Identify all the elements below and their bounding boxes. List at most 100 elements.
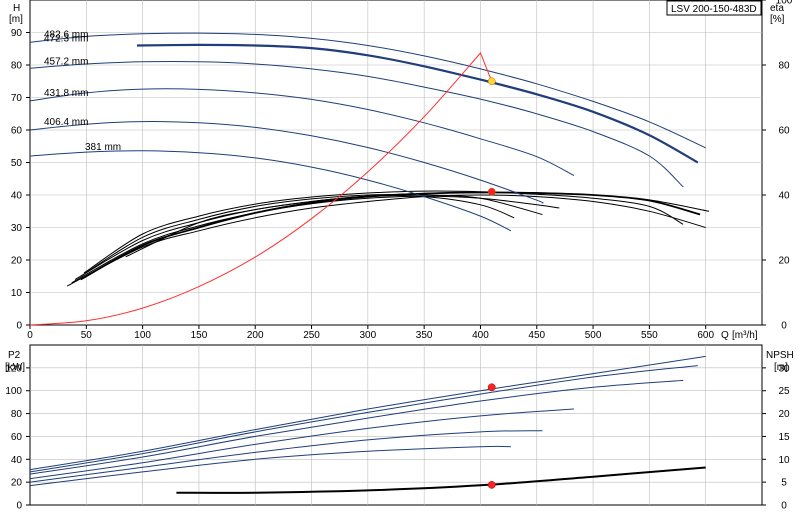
flow-tick-label: 450 xyxy=(528,330,545,341)
flow-tick-label: 400 xyxy=(472,330,489,341)
duty-points xyxy=(487,77,496,196)
duty-point xyxy=(487,187,496,196)
head-axis-unit: [m] xyxy=(9,14,23,25)
head-curve xyxy=(136,43,699,164)
flow-tick-label: 100 xyxy=(134,330,151,341)
npsh-y-ticks: 0 5 10 15 20 25 30 xyxy=(762,363,790,512)
power-axis-unit: [kW] xyxy=(5,362,25,373)
head-y-tick-label: 70 xyxy=(11,93,23,104)
eta-axis-unit: [%] xyxy=(770,14,785,25)
head-curve xyxy=(29,88,575,176)
flow-tick-label: 150 xyxy=(191,330,208,341)
power-curve xyxy=(29,445,511,487)
npsh-tick-label: 10 xyxy=(778,455,790,466)
power-curve xyxy=(29,365,698,473)
impeller-diameter-label: 406.4 mm xyxy=(44,117,88,128)
power-duty-points xyxy=(487,383,496,489)
head-y-tick-label: 20 xyxy=(11,256,23,267)
npsh-tick-label: 25 xyxy=(778,386,790,397)
efficiency-curves xyxy=(66,190,710,287)
system-curve xyxy=(29,52,493,326)
head-y-tick-label: 10 xyxy=(11,288,23,299)
power-duty-point xyxy=(487,481,496,489)
flow-tick-label: 600 xyxy=(697,330,714,341)
npsh-tick-label: 20 xyxy=(778,409,790,420)
head-y2-ticks: 0 20 40 60 80 100 xyxy=(762,0,793,332)
impeller-diameter-label: 431.8 mm xyxy=(44,88,88,99)
power-y-tick-label: 0 xyxy=(16,501,22,512)
power-npsh-panel: 0 20 40 60 80 100 120 0 5 10 15 20 25 30 P2 [kW] NPS… xyxy=(5,344,794,512)
impeller-diameter-label: 381 mm xyxy=(85,142,121,153)
head-curve xyxy=(29,150,512,232)
npsh-axis-label: NPSH xyxy=(766,350,794,361)
head-y-tick-label: 80 xyxy=(11,61,23,72)
power-y-tick-label: 100 xyxy=(5,386,22,397)
power-axis-label: P2 xyxy=(8,350,21,361)
power-curve xyxy=(29,379,684,475)
head-y-tick-label: 30 xyxy=(11,223,23,234)
impeller-diameter-label: 457.2 mm xyxy=(44,56,88,67)
power-y-tick-label: 20 xyxy=(11,478,23,489)
head-panel: 0 10 20 30 40 50 60 70 80 90 0 20 40 60 80 100 0 50 100 1… xyxy=(9,0,793,341)
npsh-tick-label: 0 xyxy=(781,501,787,512)
power-y-tick-label: 40 xyxy=(11,455,23,466)
efficiency-curve xyxy=(80,194,543,277)
npsh-axis-unit: [m] xyxy=(774,362,788,373)
head-curve xyxy=(29,61,684,188)
npsh-tick-label: 15 xyxy=(778,432,790,443)
head-curves xyxy=(29,32,706,232)
flow-tick-label: 200 xyxy=(247,330,264,341)
flow-tick-label: 50 xyxy=(81,330,93,341)
impeller-diameter-label: 472.3 mm xyxy=(44,34,88,45)
power-curve xyxy=(29,408,574,480)
head-axis-label: H xyxy=(13,3,20,14)
power-y-tick-label: 80 xyxy=(11,409,23,420)
efficiency-curve xyxy=(125,191,710,258)
head-curve xyxy=(29,32,706,149)
npsh-curve xyxy=(176,466,706,494)
model-title-box xyxy=(666,0,762,16)
efficiency-curve xyxy=(83,190,684,274)
power-duty-point xyxy=(487,383,496,392)
head-y-tick-label: 40 xyxy=(11,191,23,202)
head-y-tick-label: 50 xyxy=(11,158,23,169)
npsh-tick-label: 5 xyxy=(781,478,787,489)
eta-axis-label: eta xyxy=(770,3,784,14)
eta-tick-label: 20 xyxy=(778,256,790,267)
power-curve xyxy=(29,430,543,483)
npsh-curve-line xyxy=(176,466,706,494)
efficiency-curve xyxy=(71,195,560,284)
flow-tick-label: 500 xyxy=(585,330,602,341)
head-y-tick-label: 90 xyxy=(11,28,23,39)
head-y-ticks: 0 10 20 30 40 50 60 70 80 90 xyxy=(11,28,30,332)
power-curves xyxy=(29,355,706,487)
flow-tick-label: 0 xyxy=(27,330,33,341)
power-y-tick-label: 60 xyxy=(11,432,23,443)
efficiency-curve xyxy=(66,194,706,287)
system-curve-line xyxy=(29,52,493,326)
flow-tick-label: 300 xyxy=(360,330,377,341)
head-curve xyxy=(29,121,544,204)
flow-tick-label: 250 xyxy=(303,330,320,341)
impeller-diameter-label: 482.6 mm xyxy=(44,29,88,40)
eta-tick-label: 80 xyxy=(778,61,790,72)
flow-tick-label: 350 xyxy=(416,330,433,341)
flow-axis-label: Q xyxy=(721,330,729,341)
eta-tick-label: 40 xyxy=(778,191,790,202)
duty-point xyxy=(487,77,496,86)
flow-tick-label: 550 xyxy=(641,330,658,341)
eta-tick-label: 100 xyxy=(776,0,793,7)
flow-axis-unit: [m³/h] xyxy=(732,330,758,341)
npsh-tick-label: 30 xyxy=(778,363,790,374)
model-title: LSV 200-150-483D xyxy=(671,4,757,15)
power-y-tick-label: 120 xyxy=(5,363,22,374)
eta-tick-label: 0 xyxy=(781,321,787,332)
head-y-tick-label: 60 xyxy=(11,126,23,137)
eta-tick-label: 60 xyxy=(778,126,790,137)
head-y-tick-label: 0 xyxy=(16,321,22,332)
head-x-ticks: 0 50 100 150 200 250 300 350 400 450 500 550 600 xyxy=(27,325,714,341)
power-y-ticks: 0 20 40 60 80 100 120 xyxy=(5,363,30,512)
power-curve xyxy=(29,355,706,471)
